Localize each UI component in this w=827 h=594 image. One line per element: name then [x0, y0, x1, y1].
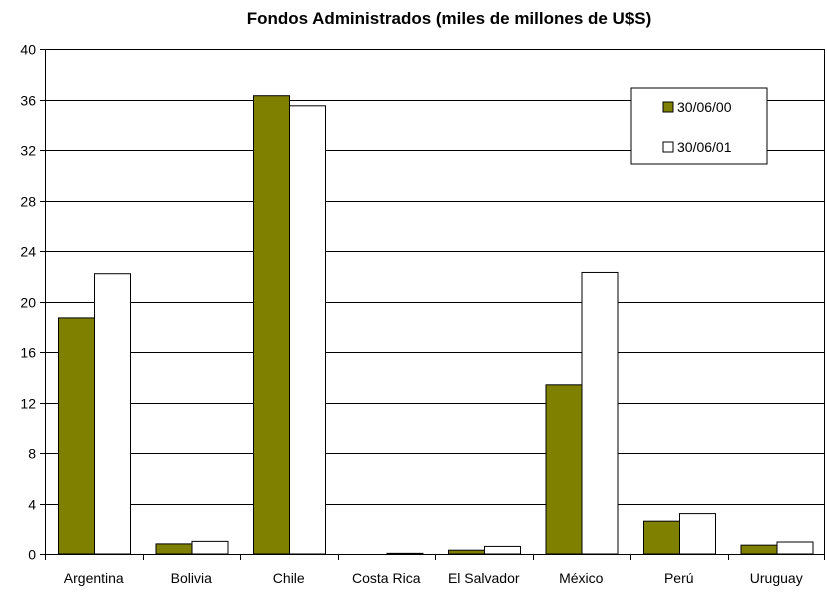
bar-2 — [581, 271, 619, 555]
axes — [40, 49, 825, 560]
y-tick-label: 12 — [20, 396, 36, 412]
x-tick-label: Chile — [273, 570, 305, 586]
bars — [58, 95, 814, 555]
y-tick-label: 16 — [20, 345, 36, 361]
x-tick-label: Bolivia — [171, 570, 212, 586]
legend-label-series-1: 30/06/00 — [677, 99, 732, 115]
bar-1 — [643, 520, 680, 555]
bar-1 — [253, 95, 290, 555]
bar-1 — [740, 544, 778, 555]
legend-swatch-series-2 — [662, 141, 674, 153]
bar-2 — [386, 552, 424, 555]
y-tick-labels: 0 4 8 12 16 20 24 28 32 36 40 — [20, 42, 36, 563]
bar-2 — [289, 105, 326, 555]
x-tick-label: México — [559, 570, 604, 586]
bar-2 — [776, 541, 814, 555]
bar-2 — [94, 273, 131, 555]
legend: 30/06/00 30/06/01 — [630, 87, 768, 165]
x-tick-label: El Salvador — [448, 570, 520, 586]
chart-title: Fondos Administrados (miles de millones … — [247, 9, 652, 28]
y-tick-label: 20 — [20, 295, 36, 311]
bar-1 — [545, 384, 583, 555]
bar-2 — [484, 545, 521, 555]
legend-box — [630, 87, 768, 165]
x-tick-label: Uruguay — [750, 570, 803, 586]
bar-1 — [448, 549, 485, 555]
bar-1 — [155, 543, 193, 555]
y-tick-label: 36 — [20, 93, 36, 109]
bar-1 — [58, 317, 95, 555]
y-tick-label: 24 — [20, 244, 36, 260]
bar-2 — [679, 513, 716, 555]
x-tick-label: Perú — [664, 570, 694, 586]
x-tick-labels: Argentina Bolivia Chile Costa Rica El Salvad… — [64, 570, 803, 586]
x-tick-label: Argentina — [64, 570, 124, 586]
y-tick-label: 8 — [28, 446, 36, 462]
plot-area-border — [45, 49, 825, 555]
x-tick-label: Costa Rica — [352, 570, 421, 586]
y-tick-label: 28 — [20, 194, 36, 210]
legend-swatch-series-1 — [662, 101, 674, 113]
y-tick-label: 0 — [28, 547, 36, 563]
y-tick-label: 40 — [20, 42, 36, 58]
y-tick-label: 4 — [28, 497, 36, 513]
y-tick-label: 32 — [20, 143, 36, 159]
bar-2 — [191, 540, 229, 555]
legend-label-series-2: 30/06/01 — [677, 139, 732, 155]
